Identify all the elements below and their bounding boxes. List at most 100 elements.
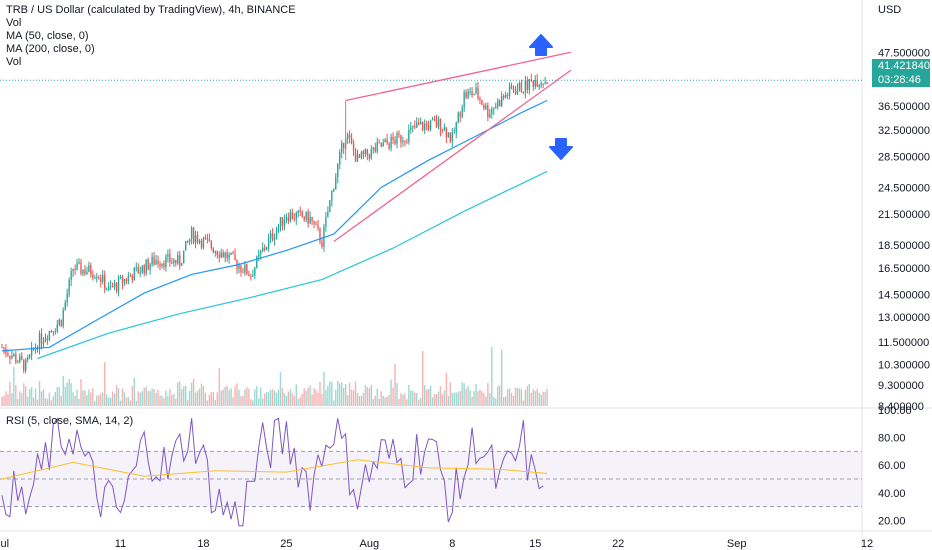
volume-bar xyxy=(40,391,43,406)
candle-body xyxy=(3,347,5,349)
volume-bar xyxy=(86,395,88,406)
volume-bar xyxy=(216,392,218,406)
candle-body xyxy=(263,247,266,250)
candle-body xyxy=(242,271,244,273)
volume-bar xyxy=(380,391,382,406)
candle-body xyxy=(457,112,459,123)
indicator-vol-2[interactable]: Vol xyxy=(6,56,22,68)
volume-bar xyxy=(368,388,371,406)
candle-body xyxy=(467,91,469,98)
candle-body xyxy=(121,276,124,284)
volume-bar xyxy=(204,392,207,406)
candle-body xyxy=(102,274,104,282)
candle-body xyxy=(262,247,264,252)
candle-body xyxy=(435,120,438,127)
candle-body xyxy=(15,354,17,363)
candle-body xyxy=(370,148,373,159)
volume-bar xyxy=(163,398,165,406)
volume-bar xyxy=(455,392,457,406)
volume-bar xyxy=(425,389,428,406)
candle-body xyxy=(129,275,132,277)
volume-bar xyxy=(524,389,527,406)
candle-body xyxy=(183,250,185,264)
volume-bar xyxy=(196,390,199,406)
volume-bar xyxy=(544,391,546,406)
volume-bar xyxy=(394,363,396,406)
indicator-vol[interactable]: Vol xyxy=(6,17,22,29)
candle-body xyxy=(475,87,477,94)
volume-bar xyxy=(483,393,485,406)
candle-body xyxy=(398,133,400,135)
candle-body xyxy=(323,226,325,247)
volume-bar xyxy=(252,400,254,406)
candle-body xyxy=(74,269,76,271)
volume-bar xyxy=(179,381,181,406)
candle-body xyxy=(315,223,317,225)
volume-bar xyxy=(159,395,161,406)
candle-body xyxy=(64,302,66,310)
candle-body xyxy=(265,247,268,250)
volume-bar xyxy=(337,380,339,406)
candle-body xyxy=(544,82,546,85)
volume-bar xyxy=(94,401,96,406)
candle-body xyxy=(327,212,329,218)
volume-bar xyxy=(258,398,260,406)
volume-bar xyxy=(200,383,203,406)
volume-bar xyxy=(346,394,349,406)
candle-body xyxy=(260,251,262,255)
candle-body xyxy=(287,217,290,222)
volume-bar xyxy=(123,392,126,406)
volume-bar xyxy=(38,380,41,406)
indicator-ma200[interactable]: MA (200, close, 0) xyxy=(6,43,95,55)
countdown-tag: 03:28:46 xyxy=(872,73,930,87)
candle-body xyxy=(98,277,100,279)
volume-bar xyxy=(25,386,27,406)
volume-bar xyxy=(487,382,489,406)
candle-body xyxy=(364,148,367,155)
arrow-down-icon xyxy=(549,138,573,160)
candle-body xyxy=(70,270,72,281)
candle-body xyxy=(313,221,315,224)
candle-body xyxy=(473,93,475,96)
candle-body xyxy=(137,267,139,274)
price-tick-label: 21.500000 xyxy=(878,209,930,221)
volume-bar xyxy=(105,394,108,406)
volume-bar xyxy=(538,392,540,406)
candle-body xyxy=(234,253,236,260)
candle-body xyxy=(358,154,361,158)
volume-bar xyxy=(46,399,49,406)
volume-bar xyxy=(285,395,288,406)
candle-body xyxy=(335,177,337,190)
candle-body xyxy=(431,119,434,121)
volume-bar xyxy=(471,396,473,406)
volume-bar xyxy=(19,391,21,406)
volume-bar xyxy=(125,397,128,406)
candle-body xyxy=(165,256,167,268)
candle-body xyxy=(11,356,13,359)
volume-bar xyxy=(248,388,250,406)
volume-bar xyxy=(17,399,19,406)
indicator-ma50[interactable]: MA (50, close, 0) xyxy=(6,30,89,42)
volume-bar xyxy=(198,388,201,406)
candle-body xyxy=(542,83,544,85)
candle-body xyxy=(111,286,114,288)
time-tick-label: 8 xyxy=(449,538,455,550)
candle-body xyxy=(500,96,503,107)
volume-bar xyxy=(64,386,66,406)
price-tick-label: 14.500000 xyxy=(878,290,930,302)
candle-body xyxy=(56,324,58,332)
candle-body xyxy=(30,347,33,355)
candle-body xyxy=(104,274,106,290)
candle-body xyxy=(376,142,378,152)
candle-body xyxy=(289,212,292,222)
candle-body xyxy=(453,132,455,134)
candle-body xyxy=(127,275,130,282)
candle-body xyxy=(281,217,284,226)
rsi-label[interactable]: RSI (5, close, SMA, 14, 2) xyxy=(6,415,134,427)
candle-body xyxy=(194,235,197,243)
candle-body xyxy=(218,254,220,258)
volume-bar xyxy=(26,396,29,406)
candle-body xyxy=(246,264,248,275)
price-tick-label: 36.500000 xyxy=(878,101,930,113)
